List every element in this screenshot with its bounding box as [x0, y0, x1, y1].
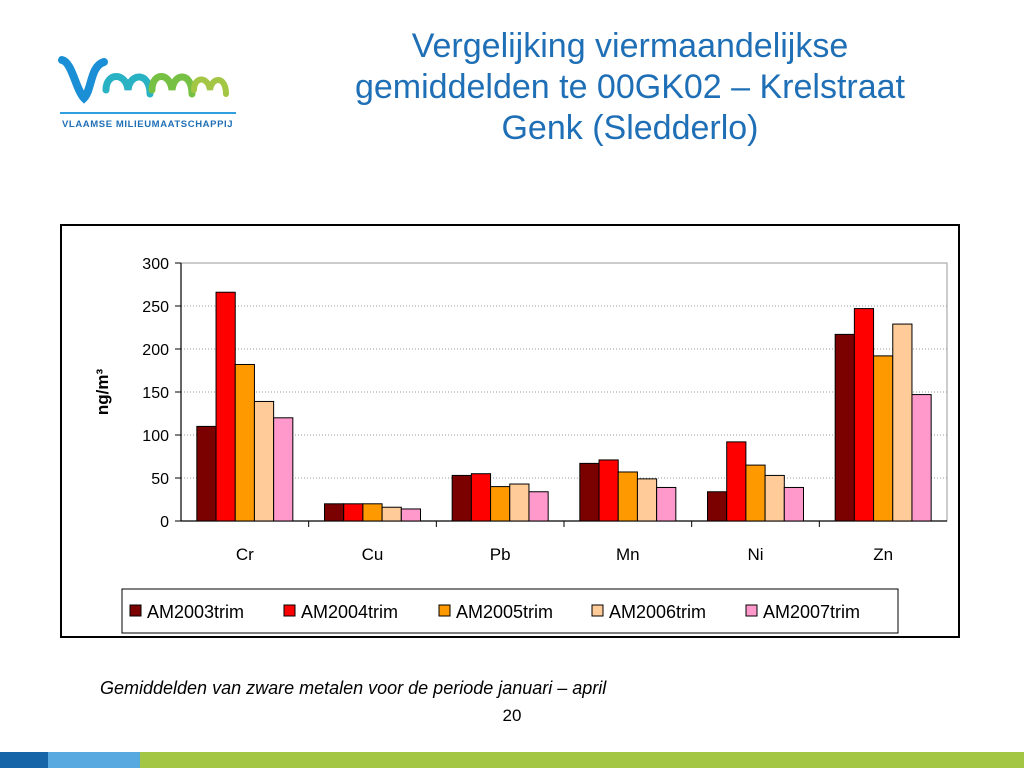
legend-label: AM2005trim [456, 602, 553, 622]
bar [617, 471, 638, 522]
y-tick-label: 0 [160, 514, 169, 531]
bar [834, 333, 855, 522]
y-tick-label: 250 [142, 299, 169, 316]
chart-caption: Gemiddelden van zware metalen voor de pe… [100, 678, 607, 698]
vmm-logo: VLAAMSE MILIEUMAATSCHAPPIJ [56, 50, 236, 140]
chart-frame: 0 50 100 150 200 250 300 ng/m³ Cr Cu Pb Mn Ni Zn AM200… [60, 224, 960, 638]
x-tick-label: Zn [873, 545, 893, 564]
bar [215, 291, 236, 522]
bar [343, 503, 364, 522]
y-tick-label: 300 [142, 256, 169, 273]
legend-swatch [745, 604, 758, 617]
x-tick-label: Mn [616, 545, 640, 564]
bar [273, 417, 294, 522]
bar [892, 323, 913, 522]
page-number: 20 [502, 706, 522, 725]
bar [726, 441, 747, 522]
legend-swatch [438, 604, 451, 617]
bar [362, 503, 383, 522]
footer-segment-dark-blue [0, 752, 48, 768]
legend-swatch [591, 604, 604, 617]
bar [196, 425, 217, 522]
bar [400, 508, 421, 522]
y-axis-label: ng/m³ [93, 369, 112, 416]
bar [745, 464, 766, 522]
x-tick-label: Pb [490, 545, 511, 564]
slide-title: Vergelijking viermaandelijkse gemiddelde… [280, 26, 980, 149]
bar [783, 486, 804, 522]
bar [490, 486, 511, 522]
legend-label: AM2007trim [763, 602, 860, 622]
x-tick-label: Cu [362, 545, 384, 564]
legend-swatch [283, 604, 296, 617]
legend [121, 588, 899, 634]
logo-tagline: VLAAMSE MILIEUMAATSCHAPPIJ [62, 119, 233, 130]
y-tick-label: 150 [142, 385, 169, 402]
footer-color-bar [0, 752, 1024, 768]
bar [764, 474, 785, 522]
title-line-1: Vergelijking viermaandelijkse [411, 27, 849, 65]
bar [234, 363, 255, 522]
y-tick-label: 100 [142, 428, 169, 445]
bar [707, 491, 728, 522]
bar [579, 462, 600, 522]
legend-label: AM2004trim [301, 602, 398, 622]
bar [911, 394, 932, 522]
y-tick-label: 200 [142, 342, 169, 359]
bar [528, 491, 549, 522]
legend-label: AM2006trim [609, 602, 706, 622]
y-tick-label: 50 [151, 471, 169, 488]
bar [381, 506, 402, 522]
title-line-2: gemiddelden te 00GK02 – Krelstraat [354, 68, 905, 106]
title-line-3: Genk (Sledderlo) [501, 109, 759, 147]
bar [873, 355, 894, 522]
bar-chart: 0 50 100 150 200 250 300 ng/m³ Cr Cu Pb Mn Ni Zn AM200… [93, 256, 948, 634]
bar [324, 503, 345, 522]
x-tick-label: Ni [747, 545, 763, 564]
x-tick-label: Cr [236, 545, 254, 564]
bar [509, 483, 530, 522]
bar [656, 486, 677, 522]
legend-label: AM2003trim [147, 602, 244, 622]
bar [451, 474, 472, 522]
bar [470, 473, 492, 522]
bar [853, 308, 875, 522]
plot-area [180, 262, 948, 522]
bar [253, 400, 275, 522]
bar [598, 459, 619, 522]
footer-segment-green [140, 752, 1024, 768]
legend-swatch [129, 604, 142, 617]
bar [636, 478, 658, 522]
footer-segment-light-blue [48, 752, 140, 768]
